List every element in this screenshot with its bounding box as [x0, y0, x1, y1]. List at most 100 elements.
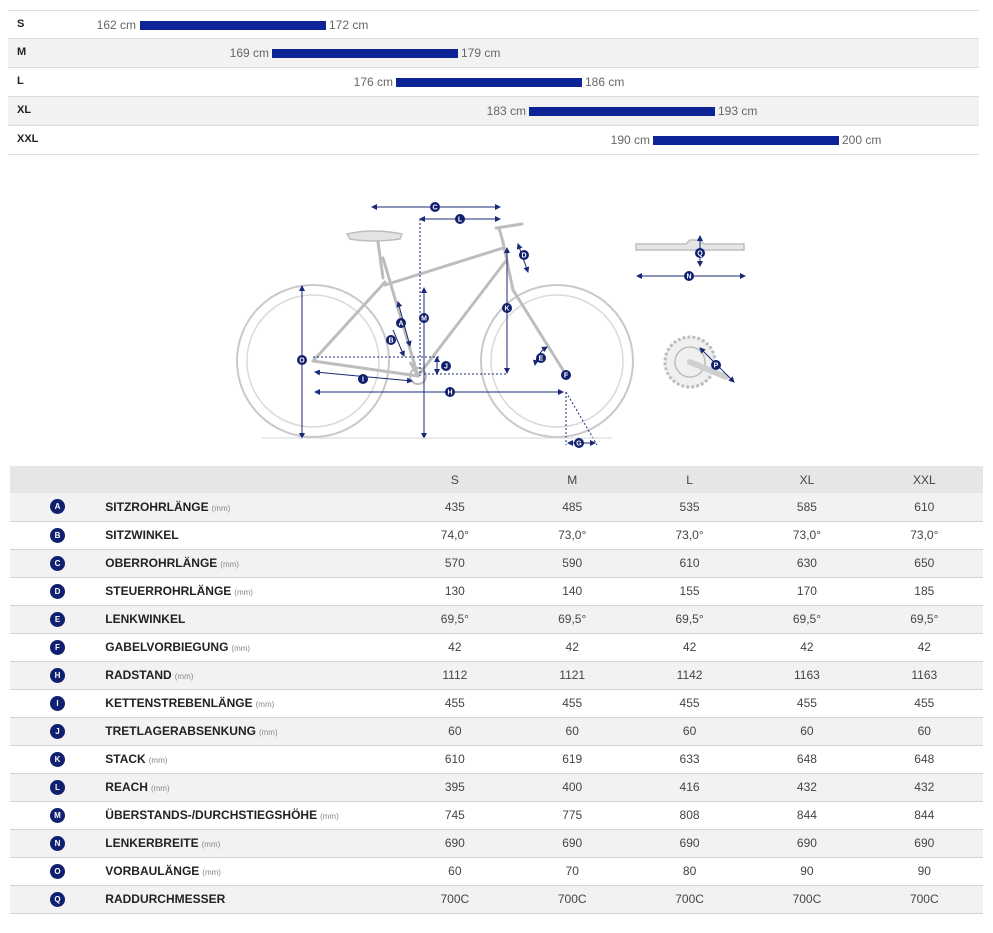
value-cell: 73,0° [630, 521, 749, 550]
value-cell: 700C [865, 885, 983, 914]
diagram-label-l: L [455, 214, 465, 224]
dimension-letter-badge: J [50, 723, 65, 739]
range-max: 172 cm [329, 18, 369, 32]
value-cell: 42 [865, 633, 983, 662]
header-size-xl: XL [748, 466, 866, 493]
value-cell: 400 [513, 773, 631, 802]
range-min: 162 cm [96, 18, 136, 32]
value-cell: 90 [865, 857, 983, 886]
header-size-l: L [630, 466, 749, 493]
dimension-lines [262, 204, 612, 446]
size-row-xl: XL 183 cm 193 cm [8, 97, 979, 126]
value-cell: 185 [865, 577, 983, 606]
range-bar [529, 107, 715, 116]
diagram-label-g: G [574, 438, 584, 448]
letter-cell: C [10, 549, 106, 578]
value-cell: 650 [865, 549, 983, 578]
diagram-label-i: I [358, 374, 368, 384]
value-cell: 633 [630, 745, 749, 774]
letter-cell: Q [10, 885, 106, 914]
table-row: B SITZWINKEL 74,0° 73,0° 73,0° 73,0° 73,0° [10, 521, 983, 550]
value-cell: 435 [396, 493, 514, 522]
value-cell: 648 [865, 745, 983, 774]
range-max: 193 cm [718, 104, 758, 118]
size-label: M [17, 46, 27, 58]
value-cell: 130 [396, 577, 514, 606]
dimension-letters: C L D K M A B O J E F I H G Q N P [297, 202, 721, 448]
value-cell: 700C [630, 885, 749, 914]
table-row: I KETTENSTREBENLÄNGE (mm) 455 455 455 455 455 [10, 689, 983, 718]
parameter-cell: LENKERBREITE (mm) [105, 829, 397, 858]
parameter-cell: SITZROHRLÄNGE (mm) [105, 493, 397, 522]
range-min: 183 cm [486, 104, 526, 118]
dimension-letter-badge: O [50, 863, 65, 879]
diagram-label-c: C [430, 202, 440, 212]
dimension-letter-badge: F [50, 639, 65, 655]
value-cell: 700C [396, 885, 514, 914]
value-cell: 455 [513, 689, 631, 718]
dimension-letter-badge: C [50, 555, 65, 571]
dimension-letter-badge: K [50, 751, 65, 767]
size-label: XXL [17, 133, 39, 145]
size-chart: S 162 cm 172 cm M 169 cm 179 cm L 176 cm… [8, 10, 979, 155]
value-cell: 416 [630, 773, 749, 802]
value-cell: 590 [513, 549, 631, 578]
table-row: D STEUERROHRLÄNGE (mm) 130 140 155 170 185 [10, 577, 983, 606]
svg-text:N: N [686, 274, 691, 281]
diagram-label-h: H [445, 387, 455, 397]
dimension-letter-badge: M [50, 807, 65, 823]
value-cell: 432 [748, 773, 866, 802]
dimension-letter-badge: I [50, 695, 65, 711]
value-cell: 69,5° [865, 605, 983, 634]
table-row: Q RADDURCHMESSER 700C 700C 700C 700C 700C [10, 885, 983, 914]
value-cell: 1121 [513, 661, 631, 690]
parameter-unit: (mm) [255, 700, 275, 709]
header-blank [105, 466, 397, 493]
table-row: K STACK (mm) 610 619 633 648 648 [10, 745, 983, 774]
value-cell: 74,0° [396, 521, 514, 550]
parameter-unit: (mm) [234, 588, 253, 597]
svg-text:K: K [504, 306, 509, 313]
parameter-cell: RADDURCHMESSER [105, 885, 397, 914]
letter-cell: L [10, 773, 106, 802]
letter-cell: I [10, 689, 106, 718]
parameter-name: KETTENSTREBENLÄNGE [105, 696, 253, 710]
value-cell: 690 [630, 829, 749, 858]
value-cell: 42 [396, 633, 514, 662]
range-bar [653, 136, 839, 145]
diagram-label-b: B [386, 335, 396, 345]
value-cell: 73,0° [513, 521, 631, 550]
parameter-unit: (mm) [211, 503, 231, 513]
size-label: L [17, 75, 24, 87]
header-size-xxl: XXL [865, 466, 983, 493]
range-max: 179 cm [461, 46, 501, 60]
range-max: 186 cm [585, 75, 625, 89]
value-cell: 1112 [396, 661, 514, 690]
value-cell: 455 [865, 689, 983, 718]
range-bar [140, 21, 326, 30]
table-row: J TRETLAGERABSENKUNG (mm) 60 60 60 60 60 [10, 717, 983, 746]
value-cell: 535 [630, 493, 749, 522]
front-wheel [480, 284, 634, 438]
value-cell: 844 [748, 801, 866, 830]
letter-cell: E [10, 605, 106, 634]
svg-text:B: B [388, 338, 393, 345]
value-cell: 80 [630, 857, 749, 886]
table-row: C OBERROHRLÄNGE (mm) 570 590 610 630 650 [10, 549, 983, 578]
diagram-label-j: J [441, 361, 451, 371]
value-cell: 73,0° [865, 521, 983, 550]
value-cell: 155 [630, 577, 749, 606]
parameter-name: LENKERBREITE [105, 836, 199, 850]
letter-cell: N [10, 829, 106, 858]
range-bar [396, 78, 582, 87]
value-cell: 700C [748, 885, 866, 914]
value-cell: 745 [396, 801, 514, 830]
header-size-s: S [396, 466, 514, 493]
table-row: O VORBAULÄNGE (mm) 60 70 80 90 90 [10, 857, 983, 886]
parameter-name: STEUERROHRLÄNGE [105, 584, 232, 598]
size-row-xxl: XXL 190 cm 200 cm [8, 126, 979, 155]
parameter-name: VORBAULÄNGE [105, 864, 200, 878]
parameter-name: SITZROHRLÄNGE [105, 499, 209, 514]
parameter-unit: (mm) [150, 784, 170, 793]
diagram-label-e: E [536, 353, 546, 363]
